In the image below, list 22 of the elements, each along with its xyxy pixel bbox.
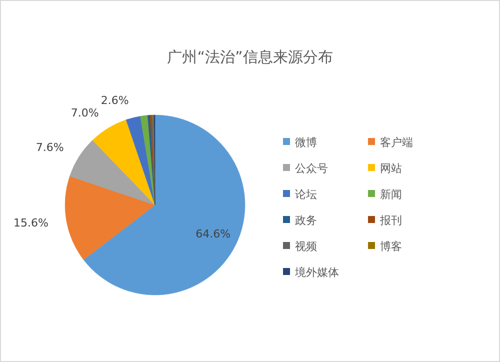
pie-slice [126, 116, 156, 206]
legend-label: 论坛 [295, 188, 317, 201]
pie-slice [140, 115, 156, 206]
data-label: 2.6% [100, 94, 129, 108]
legend-label: 公众号 [295, 162, 328, 175]
legend-label: 视频 [295, 240, 317, 253]
data-label: 64.6% [196, 228, 231, 241]
legend-label: 境外媒体 [294, 266, 339, 279]
legend-label: 客户端 [380, 136, 413, 149]
data-label: 7.0% [70, 106, 99, 120]
legend-label: 新闻 [380, 188, 402, 201]
pie-slice [70, 140, 156, 206]
pie-slice [92, 120, 156, 206]
data-label: 7.6% [36, 141, 64, 154]
pie-slice [64, 176, 156, 260]
legend-label: 微博 [295, 136, 317, 149]
legend-label: 博客 [380, 240, 402, 253]
chart-title: 广州“法治”信息来源分布 [167, 48, 333, 66]
data-label: 15.6% [13, 216, 48, 230]
legend-label: 报刊 [379, 214, 402, 227]
legend-label: 网站 [380, 162, 402, 175]
legend-label: 政务 [295, 214, 317, 227]
